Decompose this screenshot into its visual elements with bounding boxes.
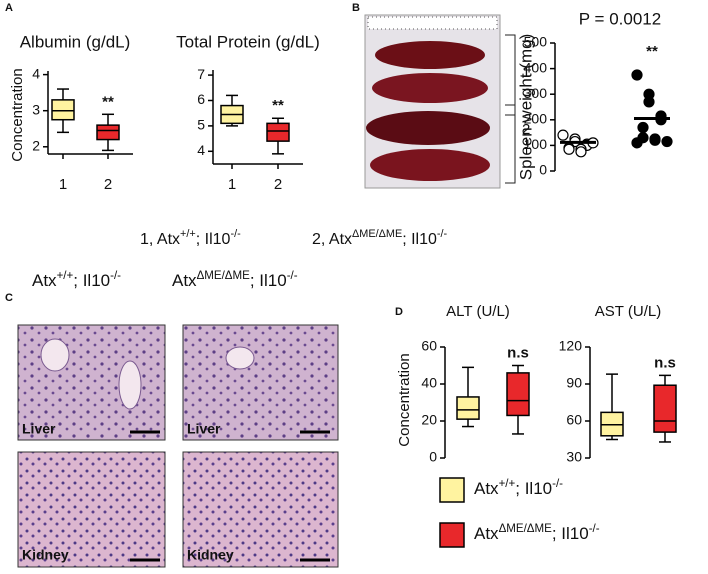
text-part: Atx bbox=[474, 479, 499, 498]
photo-label: 2 bbox=[522, 121, 530, 138]
box bbox=[51, 99, 75, 121]
y-tick-label: 500 bbox=[524, 34, 548, 50]
x-tick-label: 1 bbox=[59, 176, 67, 193]
legend-swatch bbox=[439, 522, 465, 548]
annotation: ** bbox=[646, 43, 658, 60]
annotation: n.s bbox=[507, 344, 529, 361]
data-point bbox=[661, 135, 673, 148]
chart-title: AST (U/L) bbox=[595, 303, 661, 320]
y-tick-label: 4 bbox=[197, 142, 205, 158]
legend-swatch bbox=[439, 477, 465, 503]
annotation: ** bbox=[272, 97, 284, 114]
legend-text: 1, Atx+/+; Il10-/- bbox=[140, 228, 241, 248]
y-tick-label: 60 bbox=[566, 412, 582, 428]
y-tick-label: 4 bbox=[32, 65, 40, 81]
superscript: -/- bbox=[110, 270, 121, 282]
superscript: -/- bbox=[552, 478, 563, 490]
superscript: -/- bbox=[287, 270, 298, 282]
image-title: AtxΔME/ΔME; Il10-/- bbox=[172, 270, 298, 290]
panel-letter: D bbox=[395, 306, 403, 318]
chart-title: P = 0.0012 bbox=[579, 9, 661, 28]
y-tick-label: 6 bbox=[197, 91, 205, 107]
annotation: n.s bbox=[654, 354, 676, 371]
panel-letter: C bbox=[5, 292, 13, 304]
text-part: Atx bbox=[172, 271, 197, 290]
superscript: -/- bbox=[230, 228, 241, 240]
y-tick-label: 40 bbox=[421, 375, 437, 391]
data-point bbox=[557, 129, 569, 141]
chart-title: Albumin (g/dL) bbox=[20, 32, 131, 51]
chart-title: Total Protein (g/dL) bbox=[176, 32, 320, 51]
superscript: -/- bbox=[437, 228, 448, 240]
text-part: 2, Atx bbox=[312, 231, 352, 248]
superscript: -/- bbox=[589, 523, 600, 535]
image-label: Liver bbox=[187, 421, 221, 437]
y-tick-label: 90 bbox=[566, 375, 582, 391]
superscript: +/+ bbox=[57, 270, 74, 282]
photo-label: 1 bbox=[522, 64, 530, 81]
y-tick-label: 0 bbox=[539, 162, 547, 178]
image-label: Kidney bbox=[22, 547, 69, 563]
data-point bbox=[563, 143, 575, 155]
image-label: Kidney bbox=[187, 547, 234, 563]
y-tick-label: 60 bbox=[421, 338, 437, 354]
y-tick-label: 3 bbox=[32, 101, 40, 117]
chart-title: ALT (U/L) bbox=[446, 303, 510, 320]
text-part: 1, Atx bbox=[140, 231, 180, 248]
text-part: ; Il10 bbox=[250, 271, 287, 290]
histology bbox=[17, 324, 339, 568]
y-tick-label: 20 bbox=[421, 412, 437, 428]
y-tick-label: 200 bbox=[524, 111, 548, 127]
y-tick-label: 0 bbox=[429, 449, 437, 465]
superscript: +/+ bbox=[180, 228, 196, 240]
y-tick-label: 100 bbox=[524, 136, 548, 152]
text-part: Atx bbox=[474, 524, 499, 543]
y-tick-label: 5 bbox=[197, 117, 205, 133]
y-tick-label: 300 bbox=[524, 85, 548, 101]
box bbox=[96, 124, 120, 141]
superscript: +/+ bbox=[499, 478, 516, 490]
superscript: ΔME/ΔME bbox=[352, 228, 402, 240]
box bbox=[506, 372, 530, 417]
image-title: Atx+/+; Il10-/- bbox=[32, 270, 121, 290]
data-point bbox=[637, 121, 649, 134]
image-label: Liver bbox=[22, 421, 56, 437]
y-axis-label: Concentration bbox=[9, 68, 26, 161]
box bbox=[456, 396, 480, 420]
y-axis-label: Concentration bbox=[396, 353, 413, 446]
data-point bbox=[575, 146, 587, 158]
x-tick-label: 2 bbox=[104, 176, 112, 193]
data-point bbox=[631, 137, 643, 149]
data-point bbox=[649, 134, 661, 146]
legend-text: Atx+/+; Il10-/- bbox=[474, 478, 563, 498]
superscript: ΔME/ΔME bbox=[197, 270, 251, 282]
y-tick-label: 7 bbox=[197, 66, 205, 82]
text-part: Atx bbox=[32, 271, 57, 290]
panel-letter: B bbox=[352, 2, 360, 14]
superscript: ΔME/ΔME bbox=[499, 523, 553, 535]
x-tick-label: 1 bbox=[228, 176, 236, 193]
data-point bbox=[643, 96, 655, 108]
annotation: ** bbox=[102, 93, 114, 110]
panel-letter: A bbox=[5, 2, 13, 14]
text-part: ; Il10 bbox=[196, 231, 231, 248]
data-point bbox=[631, 69, 643, 81]
legend-text: AtxΔME/ΔME; Il10-/- bbox=[474, 523, 600, 543]
text-part: ; Il10 bbox=[515, 479, 552, 498]
y-tick-label: 30 bbox=[566, 449, 582, 465]
x-tick-label: 2 bbox=[274, 176, 282, 193]
box bbox=[266, 122, 290, 142]
y-tick-label: 120 bbox=[559, 338, 583, 354]
box bbox=[653, 384, 677, 433]
text-part: ; Il10 bbox=[402, 231, 437, 248]
y-tick-label: 2 bbox=[32, 137, 40, 153]
legend-text: 2, AtxΔME/ΔME; Il10-/- bbox=[312, 228, 448, 248]
spleen-photo bbox=[364, 14, 516, 189]
text-part: ; Il10 bbox=[73, 271, 110, 290]
y-tick-label: 400 bbox=[524, 59, 548, 75]
y-axis-label: Spleen weight (mg) bbox=[516, 34, 535, 180]
text-part: ; Il10 bbox=[552, 524, 589, 543]
